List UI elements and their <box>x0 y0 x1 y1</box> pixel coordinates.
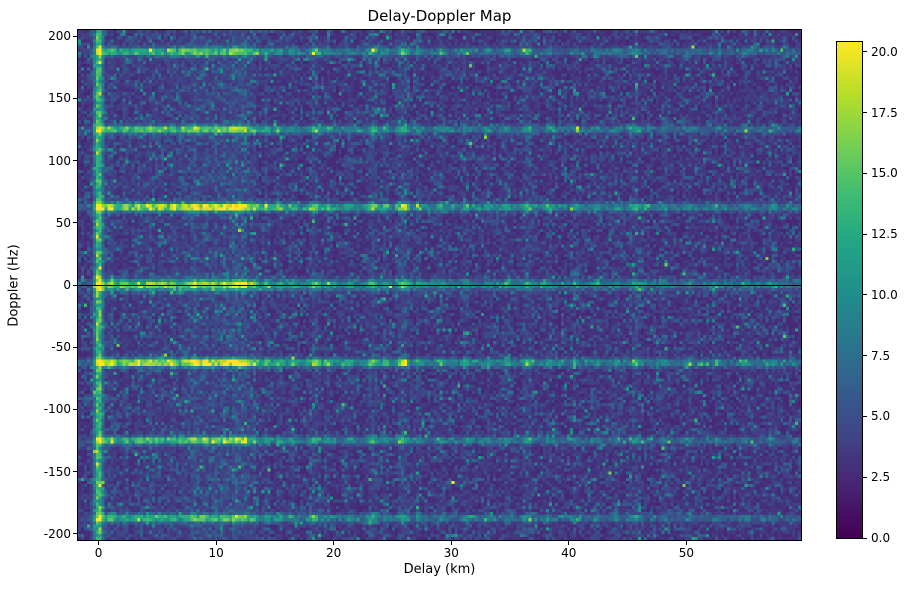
colorbar-tick-mark <box>863 294 867 296</box>
y-tick-mark <box>73 160 77 162</box>
y-tick-mark <box>73 97 77 99</box>
x-axis-label: Delay (km) <box>403 562 476 577</box>
x-tick-mark <box>685 541 687 545</box>
x-tick-mark <box>333 541 335 545</box>
x-tick-mark <box>450 541 452 545</box>
colorbar-tick-label: 7.5 <box>871 348 891 363</box>
colorbar-tick-label: 12.5 <box>871 227 898 242</box>
colorbar-tick-label: 10.0 <box>871 287 898 302</box>
heatmap-plot <box>77 29 802 541</box>
colorbar-tick-label: 0.0 <box>871 531 891 545</box>
x-tick-label: 40 <box>561 546 577 560</box>
y-tick-mark <box>73 222 77 224</box>
colorbar-tick-mark <box>863 233 867 235</box>
y-tick-label: 0 <box>63 278 71 292</box>
y-tick-label: -150 <box>43 464 71 479</box>
colorbar-tick-mark <box>863 537 867 539</box>
y-tick-label: -100 <box>43 402 71 417</box>
colorbar-gradient <box>837 42 862 538</box>
y-tick-label: -50 <box>51 340 71 355</box>
chart-title: Delay-Doppler Map <box>367 7 512 25</box>
y-tick-mark <box>73 284 77 286</box>
y-tick-label: 100 <box>48 153 71 168</box>
colorbar <box>836 41 863 539</box>
colorbar-tick-mark <box>863 172 867 174</box>
colorbar-tick-label: 5.0 <box>871 409 891 424</box>
y-tick-mark <box>73 533 77 535</box>
colorbar-tick-label: 15.0 <box>871 166 898 181</box>
y-tick-label: 200 <box>48 29 71 44</box>
x-tick-mark <box>568 541 570 545</box>
colorbar-tick-mark <box>863 415 867 417</box>
y-tick-mark <box>73 35 77 37</box>
y-tick-mark <box>73 471 77 473</box>
colorbar-tick-label: 2.5 <box>871 470 891 485</box>
x-tick-mark <box>215 541 217 545</box>
zero-doppler-line <box>78 284 801 286</box>
colorbar-tick-label: 17.5 <box>871 105 898 120</box>
x-tick-label: 50 <box>678 546 695 560</box>
x-tick-label: 10 <box>208 546 224 560</box>
x-tick-label: 0 <box>94 546 103 560</box>
colorbar-tick-mark <box>863 476 867 478</box>
x-tick-mark <box>98 541 100 545</box>
colorbar-tick-mark <box>863 112 867 113</box>
y-tick-label: 150 <box>48 91 71 106</box>
y-tick-label: 50 <box>55 215 71 230</box>
x-tick-label: 20 <box>326 546 342 560</box>
colorbar-tick-mark <box>863 51 867 53</box>
y-tick-mark <box>73 408 77 410</box>
x-tick-label: 30 <box>443 546 459 560</box>
colorbar-tick-mark <box>863 355 867 357</box>
y-tick-label: -200 <box>43 526 71 541</box>
colorbar-tick-label: 20.0 <box>871 44 898 59</box>
y-tick-mark <box>73 346 77 348</box>
